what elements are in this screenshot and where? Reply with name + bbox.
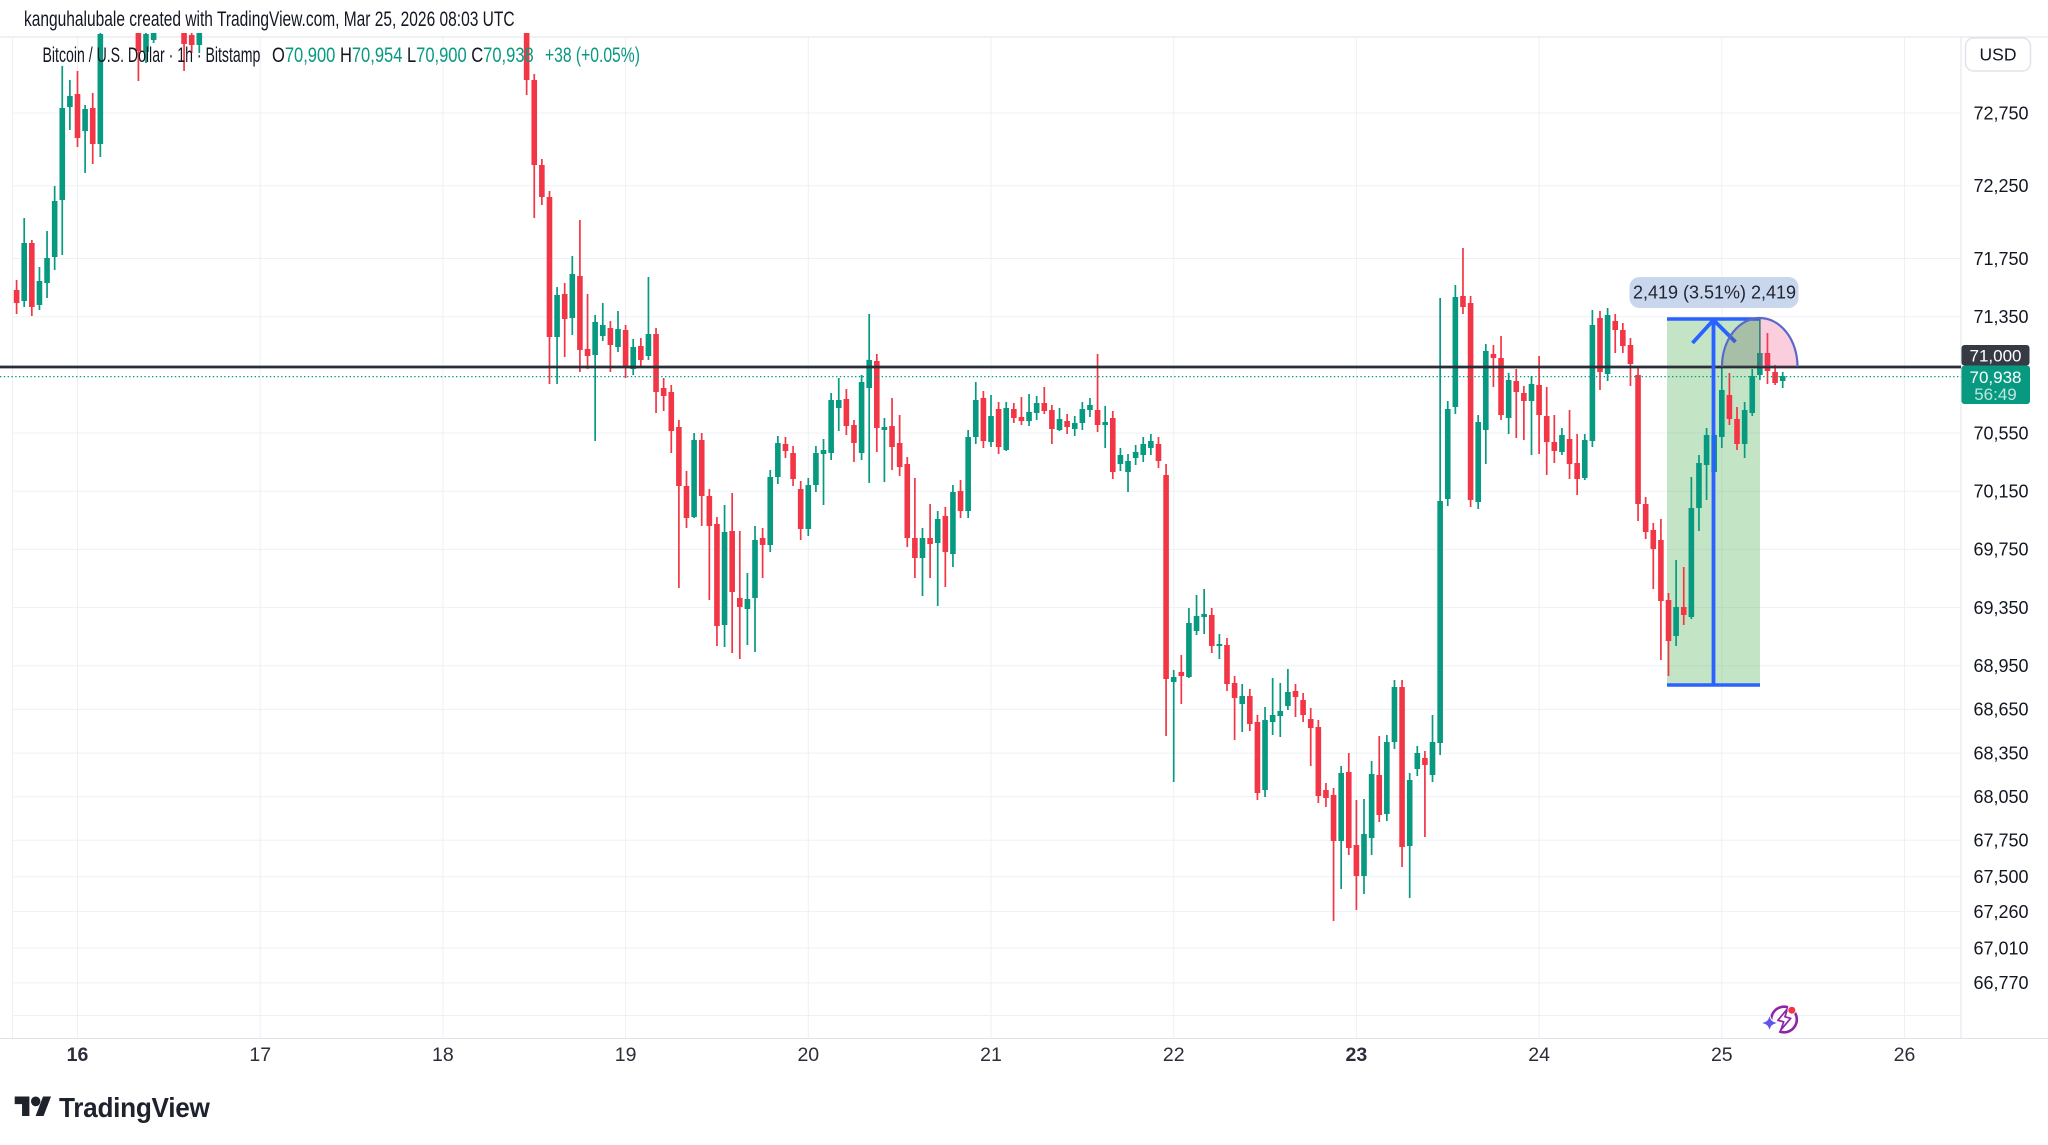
svg-text:19: 19: [615, 1044, 637, 1066]
svg-text:67,750: 67,750: [1973, 831, 2028, 851]
svg-text:24: 24: [1528, 1044, 1550, 1066]
svg-text:71,000: 71,000: [1970, 347, 2022, 366]
svg-text:26: 26: [1894, 1044, 1916, 1066]
svg-text:70,938: 70,938: [1970, 368, 2022, 387]
svg-text:68,650: 68,650: [1973, 700, 2028, 720]
svg-text:71,750: 71,750: [1973, 249, 2028, 269]
svg-text:20: 20: [797, 1044, 819, 1066]
svg-text:72,750: 72,750: [1973, 103, 2028, 123]
svg-text:+38 (+0.05%): +38 (+0.05%): [545, 43, 640, 67]
svg-text:56:49: 56:49: [1974, 385, 2017, 404]
svg-text:O70,900 H70,954 L70,900 C70,93: O70,900 H70,954 L70,900 C70,938: [272, 44, 534, 67]
svg-text:23: 23: [1346, 1044, 1368, 1066]
svg-text:17: 17: [249, 1044, 271, 1066]
svg-text:67,260: 67,260: [1973, 902, 2028, 922]
svg-text:69,750: 69,750: [1973, 540, 2028, 560]
svg-text:2,419 (3.51%) 2,419: 2,419 (3.51%) 2,419: [1633, 283, 1796, 303]
svg-text:70,150: 70,150: [1973, 482, 2028, 502]
svg-text:70,550: 70,550: [1973, 423, 2028, 443]
svg-text:67,010: 67,010: [1973, 938, 2028, 958]
svg-text:Bitcoin / U.S. Dollar · 1h · B: Bitcoin / U.S. Dollar · 1h · Bitstamp: [43, 43, 261, 66]
svg-text:22: 22: [1163, 1044, 1185, 1066]
svg-text:kanguhalubale created with Tra: kanguhalubale created with TradingView.c…: [24, 6, 515, 30]
svg-text:68,350: 68,350: [1973, 743, 2028, 763]
svg-text:68,050: 68,050: [1973, 787, 2028, 807]
svg-text:16: 16: [67, 1044, 89, 1066]
svg-text:71,350: 71,350: [1973, 307, 2028, 327]
svg-text:66,770: 66,770: [1973, 973, 2028, 993]
svg-text:67,500: 67,500: [1973, 867, 2028, 887]
svg-text:25: 25: [1711, 1044, 1733, 1066]
svg-text:72,250: 72,250: [1973, 176, 2028, 196]
svg-text:18: 18: [432, 1044, 454, 1066]
svg-text:USD: USD: [1980, 45, 2017, 65]
svg-text:TradingView: TradingView: [59, 1092, 210, 1123]
svg-text:68,950: 68,950: [1973, 656, 2028, 676]
svg-text:21: 21: [980, 1044, 1002, 1066]
svg-text:69,350: 69,350: [1973, 598, 2028, 618]
